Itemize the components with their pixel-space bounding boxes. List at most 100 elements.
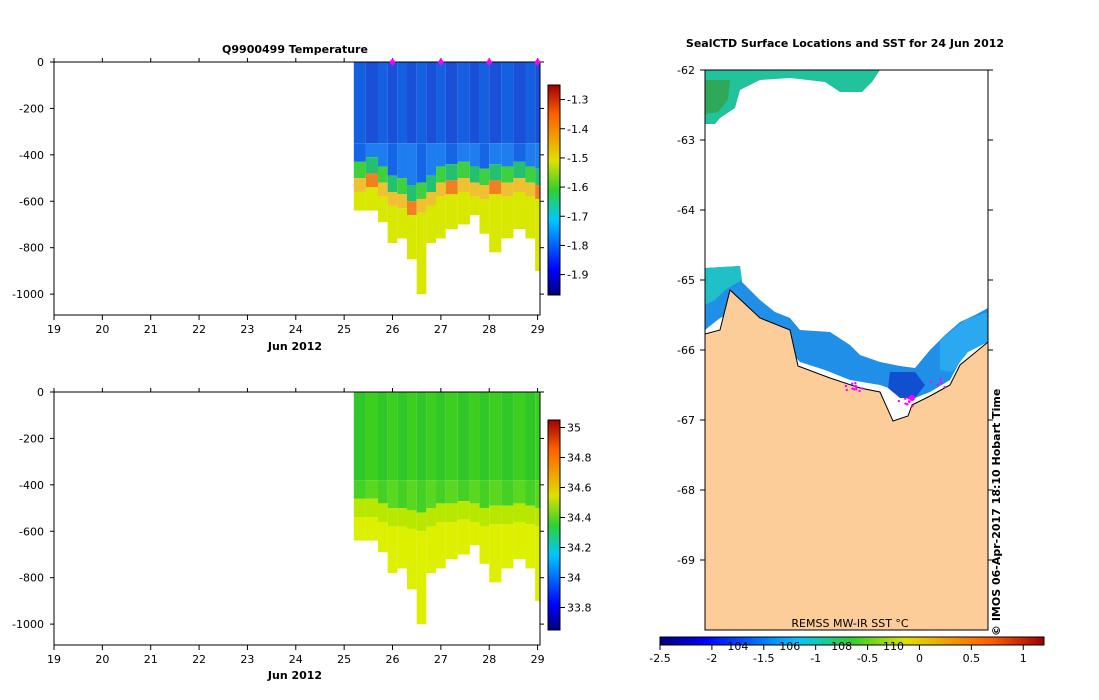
sst-colorbar-tick-label: -1	[810, 652, 821, 665]
antarctic-land	[705, 289, 988, 630]
temp-mid-cell	[387, 143, 398, 176]
sal-mid-cell	[397, 480, 408, 509]
salinity-axes	[53, 391, 541, 646]
sal-transition-cell	[378, 503, 388, 522]
x-tick-label: 21	[144, 323, 158, 336]
seal-ctd-dot	[906, 403, 909, 406]
sal-transition-cell	[436, 503, 446, 522]
sst-colorbar-tick-label: -2	[706, 652, 717, 665]
temp-mid-cell	[365, 143, 378, 158]
seal-ctd-dot	[854, 382, 857, 385]
sst-colorbar-ticks: -2.5 -2 -1.5 -1 -0.5 0 0.5 1	[649, 645, 1027, 665]
temp-warm-cell	[445, 180, 458, 195]
map-title: SealCTD Surface Locations and SST for 24…	[686, 37, 1004, 50]
temp-deep-cell	[426, 205, 437, 244]
salinity-xlabel: Jun 2012	[267, 669, 322, 682]
sal-upper-cell	[416, 392, 427, 481]
seal-ctd-dot	[939, 381, 943, 384]
colorbar-tick-label: -1.5	[567, 152, 588, 165]
sal-transition-cell	[489, 505, 502, 525]
temp-deep-cell	[457, 191, 470, 225]
colorbar-tick-label: 34.8	[567, 452, 592, 465]
temp-warm-cell	[489, 180, 502, 195]
temp-transition-cell	[353, 161, 366, 179]
sal-upper-cell	[513, 392, 526, 481]
salinity-field	[353, 392, 540, 625]
seal-ctd-dot	[939, 378, 942, 381]
seal-ctd-dot	[851, 382, 854, 385]
sal-transition-cell	[479, 508, 490, 527]
sal-transition-cell	[365, 498, 378, 518]
seal-ctd-latest	[909, 395, 915, 401]
colorbar-tick-label: -1.7	[567, 210, 588, 223]
temp-cold-cell	[365, 62, 378, 144]
temp-transition-cell	[457, 161, 470, 179]
x-tick-label: 24	[289, 653, 303, 666]
sal-deep-cell	[397, 526, 408, 569]
temp-mid-cell	[378, 143, 388, 167]
seal-ctd-dot	[855, 387, 858, 391]
map-area	[705, 70, 988, 630]
salinity-colorbar	[547, 419, 561, 631]
temp-transition-cell	[387, 175, 398, 192]
profile-marker	[389, 58, 396, 66]
sal-mid-cell	[387, 480, 398, 509]
sst-colorbar-label: REMSS MW-IR SST °C	[791, 617, 909, 630]
sal-deep-cell	[479, 526, 490, 564]
temp-warm-cell	[513, 178, 526, 192]
map-y-tick-label: -68	[677, 484, 695, 497]
temp-deep-cell	[525, 196, 536, 239]
seal-ctd-dot	[911, 404, 914, 408]
sal-deep-cell	[436, 521, 446, 569]
temp-warm-cell	[397, 194, 408, 209]
sal-upper-cell	[501, 392, 514, 481]
x-tick-label: 28	[482, 653, 496, 666]
seal-ctd-dot	[897, 399, 901, 403]
temp-deep-cell	[436, 196, 446, 239]
sal-mid-cell	[407, 480, 417, 511]
temp-transition-cell	[501, 166, 514, 183]
x-tick-label: 27	[434, 653, 448, 666]
temp-cold-cell	[416, 62, 427, 144]
temp-mid-cell	[426, 143, 437, 176]
temp-deep-cell	[387, 205, 398, 244]
sal-upper-cell	[469, 392, 480, 481]
temp-deep-cell	[445, 194, 458, 230]
temp-deep-cell	[365, 187, 378, 211]
seal-ctd-dot	[854, 384, 857, 388]
map-y-tick-label: -62	[677, 64, 695, 77]
sst-patch-north	[705, 70, 880, 124]
map-y-tick-label: -64	[677, 204, 695, 217]
temp-transition-cell	[513, 161, 526, 179]
temperature-colorbar-ticks: -1.3 -1.4 -1.5 -1.6 -1.7 -1.8 -1.9	[560, 94, 588, 282]
temp-transition-cell	[365, 157, 378, 174]
temp-cold-cell	[513, 62, 526, 144]
seal-ctd-dot	[907, 397, 910, 400]
x-tick-label: 20	[95, 653, 109, 666]
sst-patch-deep	[888, 372, 925, 398]
temp-cold-cell	[525, 62, 536, 144]
y-tick-label: -200	[19, 102, 44, 115]
x-tick-label: 21	[144, 653, 158, 666]
x-tick-label: 22	[192, 323, 206, 336]
sal-transition-cell	[416, 512, 427, 532]
temp-mid-cell	[501, 143, 514, 167]
profile-markers	[389, 58, 541, 66]
colorbar-tick-label: 34	[567, 572, 581, 585]
temp-deep-cell	[378, 196, 388, 223]
sal-deep-cell	[365, 517, 378, 541]
temp-mid-cell	[489, 143, 502, 165]
sst-colorbar	[659, 636, 1045, 646]
temp-deep-cell	[416, 212, 427, 295]
temp-cold-cell	[489, 62, 502, 144]
sal-upper-cell	[378, 392, 388, 481]
temp-warm-cell	[416, 198, 427, 213]
seal-ctd-dot	[860, 387, 864, 390]
seal-ctd-dot	[936, 383, 939, 386]
x-tick-label: 29	[531, 653, 545, 666]
y-tick-label: -1000	[12, 618, 44, 631]
sal-deep-cell	[445, 521, 458, 560]
temperature-axes	[53, 61, 541, 316]
sal-mid-cell	[479, 480, 490, 509]
sal-transition-cell	[535, 508, 540, 527]
